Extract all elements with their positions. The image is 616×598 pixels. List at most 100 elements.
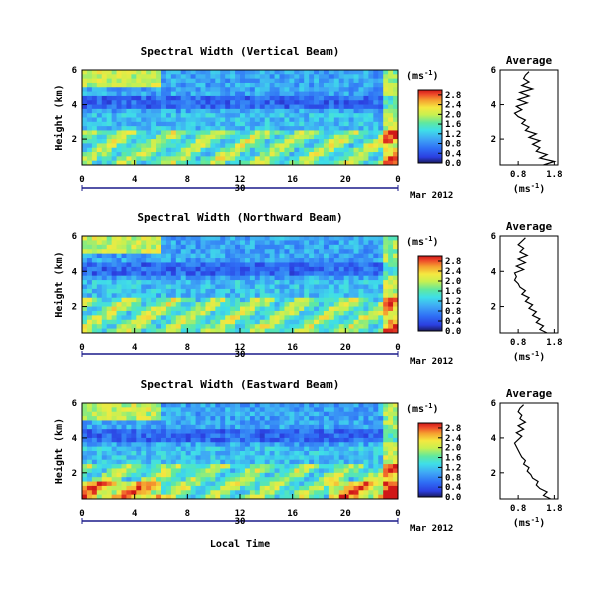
heatmap-cell xyxy=(244,121,251,127)
heatmap-cell xyxy=(314,328,320,334)
heatmap-cell xyxy=(274,275,280,281)
heatmap-cell xyxy=(101,87,108,92)
heatmap-cell xyxy=(170,324,177,329)
heatmap-cell xyxy=(180,271,187,277)
heatmap-cell xyxy=(230,468,236,474)
heatmap-cell xyxy=(126,152,132,157)
heatmap-cell xyxy=(304,424,310,430)
heatmap-cell xyxy=(353,271,359,277)
heatmap-cell xyxy=(304,433,310,439)
heatmap-cell xyxy=(294,271,300,277)
heatmap-cell xyxy=(353,156,359,162)
heatmap-cell xyxy=(353,258,359,263)
heatmap-cell xyxy=(378,437,384,443)
heatmap-cell xyxy=(289,244,295,250)
heatmap-cell xyxy=(240,490,246,496)
heatmap-cell xyxy=(91,455,98,461)
heatmap-cell xyxy=(111,108,117,114)
heatmap-cell xyxy=(96,253,103,259)
heatmap-cell xyxy=(388,74,394,80)
heatmap-cell xyxy=(156,113,162,118)
heatmap-cell xyxy=(161,126,167,131)
heatmap-cell xyxy=(343,117,350,123)
heatmap-cell xyxy=(393,139,399,144)
heatmap-cell xyxy=(304,481,310,487)
heatmap-cell xyxy=(323,95,330,101)
heatmap-cell xyxy=(111,490,117,496)
heatmap-cell xyxy=(264,437,271,443)
heatmap-cell xyxy=(249,143,256,149)
heatmap-cell xyxy=(111,451,117,456)
heatmap-cell xyxy=(259,271,266,277)
heatmap-cell xyxy=(230,113,236,118)
heatmap-cell xyxy=(91,468,98,474)
heatmap-cell xyxy=(309,468,315,474)
heatmap-cell xyxy=(131,126,137,131)
heatmap-cell xyxy=(215,236,221,241)
heatmap-cell xyxy=(230,134,236,140)
heatmap-cell xyxy=(254,416,261,421)
heatmap-cell xyxy=(328,104,335,110)
heatmap-cell xyxy=(363,130,369,136)
average-y-tick-label: 6 xyxy=(491,66,496,76)
heatmap-cell xyxy=(289,455,295,461)
heatmap-cell xyxy=(210,134,216,140)
heatmap-cell xyxy=(175,156,182,162)
heatmap-cell xyxy=(328,485,335,491)
heatmap-cell xyxy=(353,319,359,325)
heatmap-cell xyxy=(274,490,280,496)
heatmap-cell xyxy=(393,284,399,290)
heatmap-cell xyxy=(170,262,177,268)
heatmap-cell xyxy=(156,126,162,131)
heatmap-cell xyxy=(106,315,113,321)
heatmap-cell xyxy=(146,82,152,88)
heatmap-cell xyxy=(220,433,226,439)
heatmap-cell xyxy=(393,315,399,321)
heatmap-cell xyxy=(368,481,374,487)
heatmap-cell xyxy=(383,108,389,114)
heatmap-cell xyxy=(358,407,364,413)
heatmap-cell xyxy=(319,424,325,430)
heatmap-cell xyxy=(304,420,310,426)
heatmap-cell xyxy=(185,451,192,456)
heatmap-cell xyxy=(205,100,211,105)
heatmap-cell xyxy=(161,315,167,321)
heatmap-cell xyxy=(205,306,211,312)
heatmap-cell xyxy=(363,490,369,496)
heatmap-cell xyxy=(363,126,369,131)
heatmap-cell xyxy=(363,310,369,316)
heatmap-cell xyxy=(161,416,167,421)
heatmap-cell xyxy=(91,310,98,316)
heatmap-cell xyxy=(249,82,256,88)
heatmap-cell xyxy=(314,464,320,469)
heatmap-cell xyxy=(259,249,266,255)
heatmap-cell xyxy=(200,451,206,456)
heatmap-cell xyxy=(165,324,172,329)
heatmap-cell xyxy=(230,275,236,281)
heatmap-cell xyxy=(111,459,117,465)
heatmap-cell xyxy=(210,130,216,136)
heatmap-cell xyxy=(210,315,216,321)
heatmap-cell xyxy=(230,244,236,250)
heatmap-cell xyxy=(284,262,290,268)
heatmap-cell xyxy=(388,82,394,88)
heatmap-cell xyxy=(180,139,187,144)
average-y-tick-label: 2 xyxy=(491,303,496,313)
heatmap-cell xyxy=(299,121,305,127)
heatmap-cell xyxy=(141,420,147,426)
heatmap-cell xyxy=(279,160,285,166)
heatmap-cell xyxy=(170,275,177,281)
heatmap-cell xyxy=(294,134,300,140)
heatmap-cell xyxy=(175,468,182,474)
heatmap-cell xyxy=(289,315,295,321)
heatmap-cell xyxy=(215,288,221,294)
heatmap-cell xyxy=(215,494,221,500)
heatmap-cell xyxy=(269,429,275,434)
heatmap-cell xyxy=(393,306,399,312)
heatmap-cell xyxy=(141,306,147,312)
heatmap-cell xyxy=(284,249,290,255)
heatmap-cell xyxy=(195,113,201,118)
heatmap-cell xyxy=(264,271,271,277)
heatmap-cell xyxy=(249,464,256,469)
heatmap-cell xyxy=(82,297,88,303)
